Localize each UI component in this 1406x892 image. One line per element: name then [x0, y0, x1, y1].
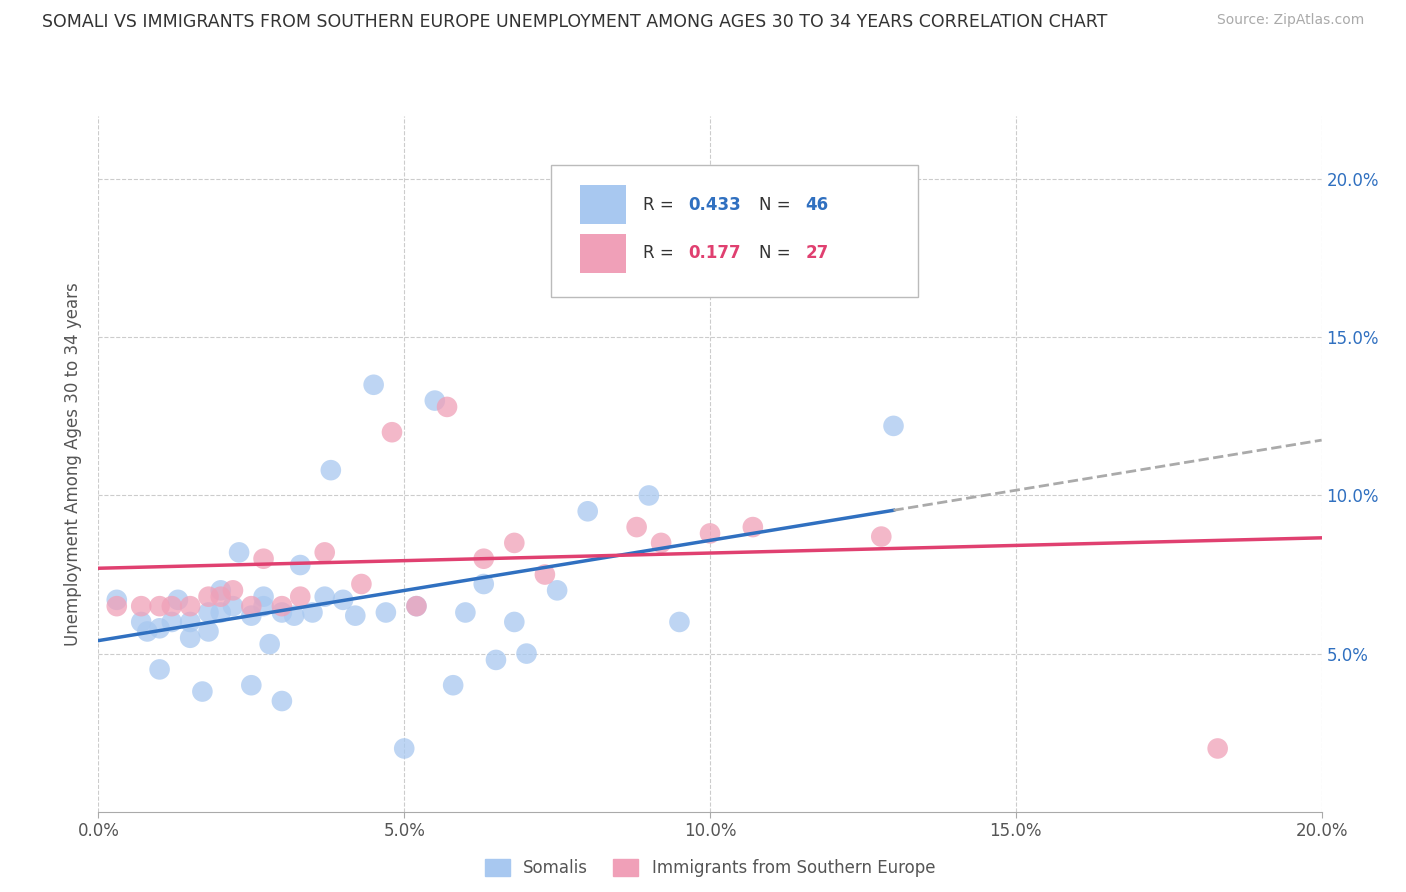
Point: [576, 504, 599, 518]
Point: [485, 653, 508, 667]
Point: [240, 599, 263, 614]
Point: [136, 624, 159, 639]
Point: [197, 590, 219, 604]
Point: [1206, 741, 1229, 756]
Point: [252, 551, 274, 566]
Point: [129, 599, 152, 614]
Point: [270, 606, 292, 620]
Point: [344, 608, 367, 623]
Text: 46: 46: [806, 195, 828, 214]
Point: [870, 530, 893, 544]
FancyBboxPatch shape: [581, 185, 626, 225]
Point: [350, 577, 373, 591]
Point: [222, 583, 245, 598]
Point: [209, 590, 232, 604]
Point: [405, 599, 427, 614]
Point: [441, 678, 464, 692]
Point: [534, 567, 557, 582]
Point: [197, 624, 219, 639]
Point: [546, 583, 568, 598]
Point: [149, 621, 172, 635]
Point: [637, 488, 661, 502]
Text: 0.433: 0.433: [688, 195, 741, 214]
Point: [270, 599, 292, 614]
Point: [392, 741, 416, 756]
Point: [252, 599, 274, 614]
Legend: Somalis, Immigrants from Southern Europe: Somalis, Immigrants from Southern Europe: [478, 852, 942, 883]
Point: [668, 615, 690, 629]
Point: [105, 599, 128, 614]
FancyBboxPatch shape: [581, 234, 626, 273]
Point: [179, 615, 201, 629]
Point: [454, 606, 477, 620]
Point: [319, 463, 342, 477]
Point: [381, 425, 404, 440]
Point: [741, 520, 763, 534]
Point: [472, 577, 495, 591]
Text: R =: R =: [643, 195, 679, 214]
Point: [259, 637, 281, 651]
Point: [167, 592, 190, 607]
Point: [503, 536, 526, 550]
Point: [197, 606, 219, 620]
Point: [209, 606, 232, 620]
Point: [240, 678, 263, 692]
Point: [252, 590, 274, 604]
Point: [516, 647, 538, 661]
Point: [105, 592, 128, 607]
Text: 27: 27: [806, 244, 828, 262]
Point: [650, 536, 672, 550]
Point: [149, 599, 172, 614]
Text: Source: ZipAtlas.com: Source: ZipAtlas.com: [1216, 13, 1364, 28]
Point: [179, 599, 201, 614]
Point: [283, 608, 305, 623]
Point: [699, 526, 721, 541]
Point: [179, 631, 201, 645]
Point: [129, 615, 152, 629]
Text: N =: N =: [759, 244, 796, 262]
Point: [191, 684, 214, 698]
Point: [240, 608, 263, 623]
Point: [405, 599, 427, 614]
Point: [314, 545, 336, 559]
Text: SOMALI VS IMMIGRANTS FROM SOUTHERN EUROPE UNEMPLOYMENT AMONG AGES 30 TO 34 YEARS: SOMALI VS IMMIGRANTS FROM SOUTHERN EUROP…: [42, 13, 1108, 31]
FancyBboxPatch shape: [551, 165, 918, 297]
Point: [270, 694, 292, 708]
Point: [209, 583, 232, 598]
Point: [301, 606, 323, 620]
Point: [290, 590, 312, 604]
Point: [363, 377, 385, 392]
Point: [222, 599, 245, 614]
Point: [423, 393, 446, 408]
Point: [472, 551, 495, 566]
Point: [503, 615, 526, 629]
Point: [374, 606, 396, 620]
Point: [160, 615, 183, 629]
Y-axis label: Unemployment Among Ages 30 to 34 years: Unemployment Among Ages 30 to 34 years: [63, 282, 82, 646]
Point: [314, 590, 336, 604]
Point: [332, 592, 354, 607]
Point: [436, 400, 458, 414]
Text: R =: R =: [643, 244, 679, 262]
Point: [883, 418, 905, 433]
Point: [160, 599, 183, 614]
Point: [589, 260, 612, 275]
Text: N =: N =: [759, 195, 796, 214]
Point: [228, 545, 250, 559]
Point: [149, 662, 172, 676]
Text: 0.177: 0.177: [688, 244, 741, 262]
Point: [626, 520, 648, 534]
Point: [290, 558, 312, 572]
